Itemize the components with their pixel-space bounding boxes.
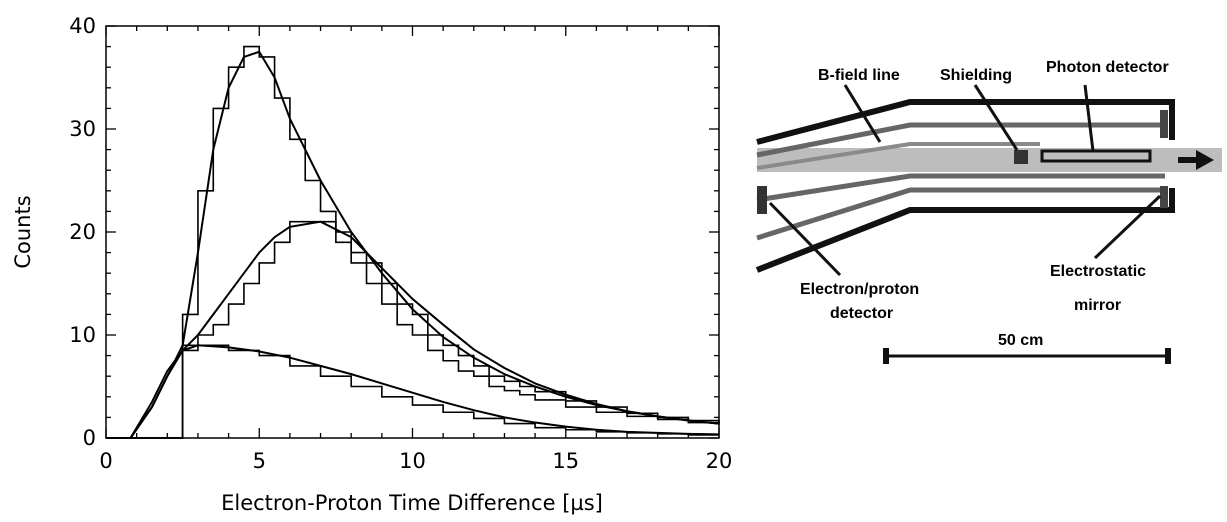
label-shielding: Shielding — [940, 67, 1012, 84]
label-electrostatic-2: mirror — [1074, 297, 1121, 314]
scale-bar-end-right — [1165, 348, 1171, 364]
leader-shielding — [973, 84, 1019, 151]
scale-bar-end-left — [883, 348, 889, 364]
fit-curve-1 — [106, 50, 720, 439]
label-photon-detector: Photon detector — [1046, 59, 1169, 76]
label-electron-proton-1: Electron/proton — [800, 281, 919, 298]
time-difference-chart: 0 5 10 15 20 0 10 20 30 40 Electron-Proton Time D… — [11, 14, 732, 515]
inner-line-3 — [756, 173, 1165, 203]
series-layer — [106, 45, 720, 439]
beam-arrowhead — [1196, 150, 1214, 170]
label-b-field-line: B-field line — [818, 67, 900, 84]
x-tick-label: 15 — [552, 449, 579, 473]
leader-b-field — [843, 84, 882, 143]
x-tick-label: 0 — [99, 449, 112, 473]
inner-line-1 — [756, 122, 1165, 158]
histogram-series-2 — [106, 220, 720, 439]
x-tick-label: 20 — [706, 449, 733, 473]
x-tick-label: 10 — [399, 449, 426, 473]
fit-curve-3 — [106, 344, 720, 439]
x-tick-label: 5 — [253, 449, 266, 473]
leader-ep-detector — [768, 201, 842, 277]
inner-line-2 — [756, 142, 1040, 170]
outer-tube-bottom — [755, 188, 1175, 273]
electron-proton-detector — [757, 186, 767, 214]
label-electron-proton-2: detector — [830, 305, 893, 322]
y-tick-label: 0 — [83, 426, 96, 450]
shielding-block — [1014, 150, 1028, 164]
label-electrostatic-1: Electrostatic — [1050, 263, 1146, 280]
leader-mirror — [1093, 194, 1162, 260]
tick-labels: 0 5 10 15 20 0 10 20 30 40 — [69, 14, 732, 473]
mirror-plate-top — [1160, 110, 1168, 138]
fit-curve-2 — [106, 220, 720, 439]
inner-line-4 — [756, 187, 1165, 241]
apparatus-diagram: B-field line Shielding Photon detector E… — [755, 59, 1222, 364]
y-tick-label: 30 — [69, 117, 96, 141]
y-axis-label: Counts — [11, 195, 35, 268]
outer-tube-top — [756, 99, 1175, 145]
tick-marks — [105, 25, 720, 439]
photon-detector — [1040, 149, 1152, 163]
scale-bar-label: 50 cm — [998, 332, 1043, 349]
beam-band — [757, 148, 1222, 172]
y-tick-label: 10 — [69, 323, 96, 347]
mirror-plate-bottom — [1160, 186, 1168, 208]
x-axis-label: Electron-Proton Time Difference [µs] — [221, 491, 603, 515]
y-tick-label: 20 — [69, 220, 96, 244]
leader-photon — [1083, 84, 1095, 152]
y-tick-label: 40 — [69, 14, 96, 38]
histogram-series-1 — [106, 45, 720, 439]
